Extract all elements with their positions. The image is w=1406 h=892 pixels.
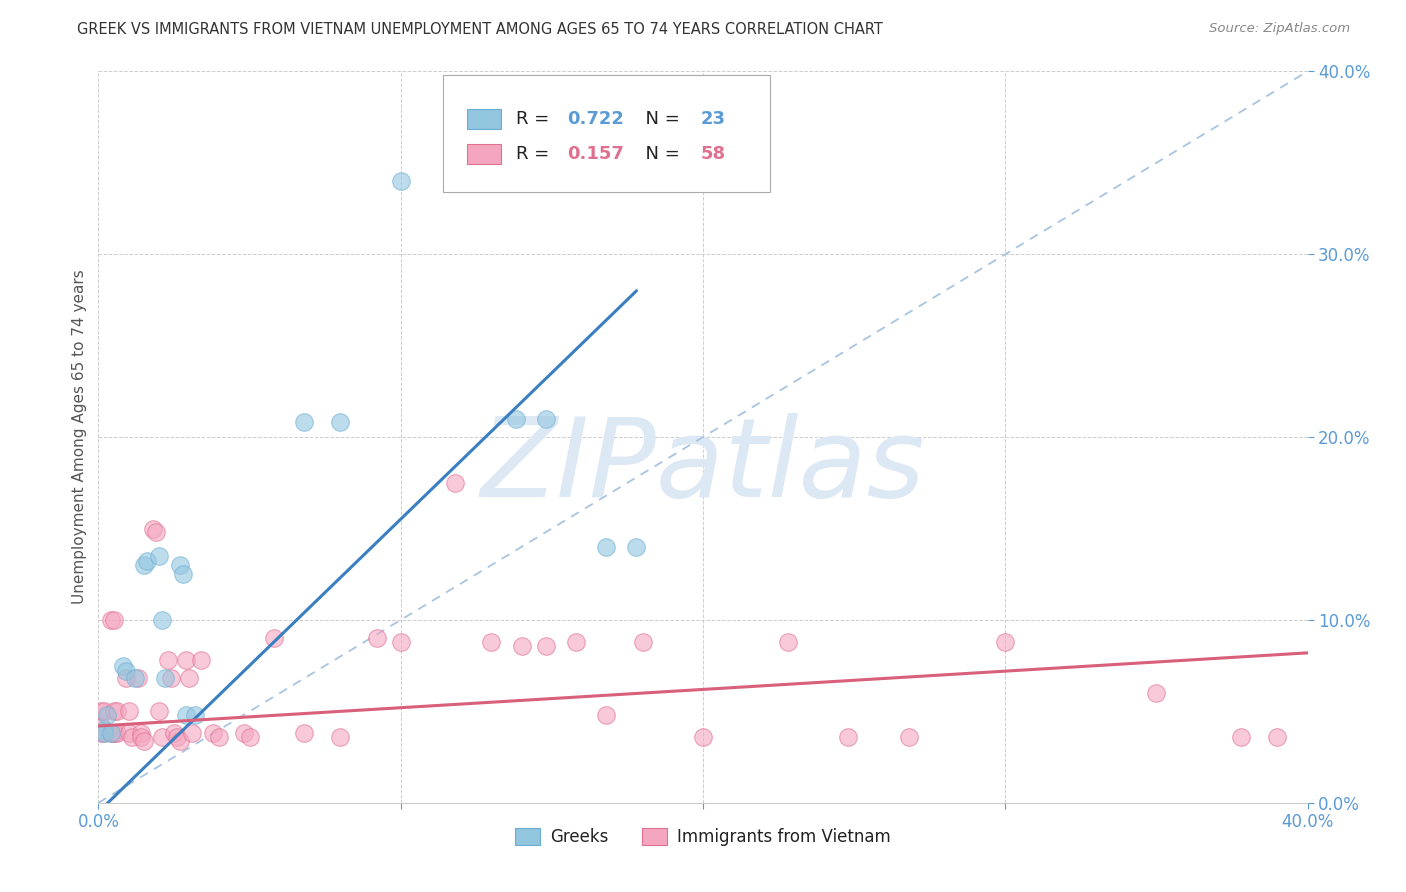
Point: [595, 708, 617, 723]
Point: [389, 635, 412, 649]
Point: [135, 554, 157, 568]
Point: [837, 730, 859, 744]
Point: [174, 708, 197, 723]
Point: [118, 726, 141, 740]
Point: [93, 726, 115, 740]
Point: [100, 726, 122, 740]
Point: [103, 726, 125, 740]
Point: [145, 525, 167, 540]
Point: [118, 705, 141, 719]
Legend: Greeks, Immigrants from Vietnam: Greeks, Immigrants from Vietnam: [509, 822, 897, 853]
Point: [174, 653, 197, 667]
Point: [565, 635, 588, 649]
Point: [626, 540, 648, 554]
Point: [631, 635, 654, 649]
Text: GREEK VS IMMIGRANTS FROM VIETNAM UNEMPLOYMENT AMONG AGES 65 TO 74 YEARS CORRELAT: GREEK VS IMMIGRANTS FROM VIETNAM UNEMPLO…: [77, 22, 883, 37]
Point: [232, 726, 254, 740]
Point: [166, 730, 188, 744]
FancyBboxPatch shape: [467, 109, 501, 129]
Text: N =: N =: [634, 145, 686, 163]
Point: [129, 726, 152, 740]
Text: 0.722: 0.722: [568, 110, 624, 128]
Point: [510, 639, 533, 653]
Point: [90, 719, 112, 733]
Point: [179, 672, 201, 686]
Y-axis label: Unemployment Among Ages 65 to 74 years: Unemployment Among Ages 65 to 74 years: [72, 269, 87, 605]
Point: [994, 635, 1017, 649]
Point: [100, 613, 122, 627]
Point: [239, 730, 262, 744]
Point: [90, 726, 112, 740]
Point: [263, 632, 285, 646]
Point: [190, 653, 212, 667]
Point: [172, 567, 194, 582]
Point: [329, 730, 352, 744]
Point: [169, 558, 191, 573]
Point: [169, 733, 191, 747]
Point: [897, 730, 920, 744]
Point: [105, 705, 128, 719]
Point: [444, 475, 467, 490]
Point: [534, 412, 557, 426]
Point: [202, 726, 225, 740]
Point: [103, 705, 125, 719]
Point: [132, 733, 155, 747]
FancyBboxPatch shape: [443, 75, 769, 192]
Point: [534, 639, 557, 653]
Point: [132, 558, 155, 573]
Point: [1144, 686, 1167, 700]
Text: 58: 58: [700, 145, 725, 163]
Point: [142, 521, 165, 535]
Point: [148, 549, 170, 563]
Point: [93, 705, 115, 719]
Point: [148, 705, 170, 719]
Point: [96, 708, 118, 723]
Point: [103, 726, 125, 740]
Point: [150, 730, 173, 744]
Point: [292, 726, 315, 740]
Point: [595, 540, 617, 554]
Point: [114, 672, 136, 686]
Point: [505, 412, 527, 426]
Point: [124, 672, 146, 686]
Point: [150, 613, 173, 627]
Point: [156, 653, 179, 667]
Point: [105, 726, 128, 740]
Point: [121, 730, 143, 744]
Text: ZIPatlas: ZIPatlas: [481, 413, 925, 520]
Point: [776, 635, 799, 649]
Point: [329, 416, 352, 430]
Point: [163, 726, 186, 740]
Text: R =: R =: [516, 145, 554, 163]
Point: [181, 726, 204, 740]
Point: [366, 632, 388, 646]
Point: [93, 726, 115, 740]
Point: [692, 730, 714, 744]
Point: [100, 726, 122, 740]
Point: [111, 658, 134, 673]
Point: [103, 613, 125, 627]
Point: [114, 664, 136, 678]
Point: [292, 416, 315, 430]
Point: [208, 730, 231, 744]
Point: [1267, 730, 1289, 744]
Point: [90, 705, 112, 719]
Point: [1230, 730, 1253, 744]
Point: [127, 672, 149, 686]
Point: [389, 174, 412, 188]
FancyBboxPatch shape: [467, 144, 501, 164]
Text: N =: N =: [634, 110, 686, 128]
Point: [93, 723, 115, 737]
Point: [129, 730, 152, 744]
Point: [481, 635, 503, 649]
Point: [160, 672, 183, 686]
Point: [153, 672, 176, 686]
Text: 23: 23: [700, 110, 725, 128]
Text: Source: ZipAtlas.com: Source: ZipAtlas.com: [1209, 22, 1350, 36]
Point: [184, 708, 207, 723]
Text: 0.157: 0.157: [568, 145, 624, 163]
Text: R =: R =: [516, 110, 554, 128]
